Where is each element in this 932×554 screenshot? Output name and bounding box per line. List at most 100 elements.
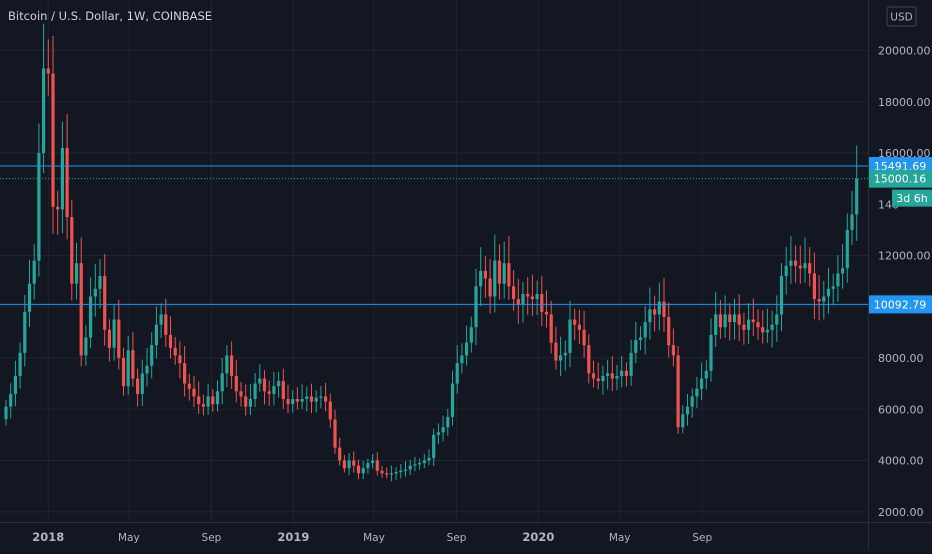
candle-body <box>220 373 224 392</box>
candle <box>164 298 168 347</box>
candle <box>371 454 375 469</box>
candle-body <box>794 260 798 266</box>
candle <box>441 415 445 442</box>
candle-body <box>394 472 398 474</box>
candle-body <box>770 324 774 330</box>
candle-body <box>695 388 699 397</box>
candle-body <box>836 273 840 287</box>
candle-body <box>32 260 36 284</box>
candle <box>338 437 342 466</box>
candle <box>615 364 619 391</box>
candle-body <box>4 406 8 420</box>
currency-button-label: USD <box>890 12 912 24</box>
candle <box>140 359 144 407</box>
candle-body <box>385 473 389 475</box>
candle-body <box>366 463 370 469</box>
candle-body <box>549 314 553 343</box>
candle-body <box>761 327 765 333</box>
candle-body <box>126 350 130 387</box>
y-tick-label: 2000.00 <box>878 506 924 519</box>
candle-body <box>225 355 229 374</box>
candle-body <box>507 263 511 287</box>
candle-body <box>845 229 849 269</box>
candle <box>319 385 323 409</box>
candle-body <box>784 265 788 276</box>
candle-body <box>9 393 13 407</box>
candle-body <box>380 470 384 474</box>
candle-body <box>305 396 309 399</box>
candle-body <box>582 329 586 346</box>
candle-body <box>291 399 295 405</box>
candle-body <box>244 396 248 407</box>
candle-body <box>446 416 450 428</box>
candle-body <box>121 358 126 387</box>
candle <box>403 461 408 477</box>
candle-body <box>187 383 191 389</box>
candle <box>587 334 591 384</box>
candle <box>103 253 107 346</box>
x-tick-label: Sep <box>692 532 712 544</box>
candle-body <box>657 301 661 315</box>
candle-body <box>309 396 314 402</box>
candle <box>601 365 605 395</box>
candle-body <box>117 319 121 358</box>
candle-body <box>258 378 262 384</box>
candle-body <box>145 365 149 374</box>
candle <box>798 245 802 284</box>
candle-body <box>798 265 802 269</box>
candle <box>281 368 285 409</box>
candle-body <box>653 309 657 315</box>
candle-body <box>474 286 478 328</box>
candle-body <box>676 355 680 428</box>
candle-body <box>234 375 238 392</box>
candle <box>530 274 534 317</box>
candle-body <box>709 334 713 371</box>
candle-body <box>629 352 633 376</box>
currency-button[interactable]: USD <box>886 6 917 27</box>
candle-body <box>267 391 271 394</box>
candle-body <box>277 381 281 387</box>
candle-body <box>568 319 572 353</box>
candle <box>671 328 675 367</box>
candle <box>596 362 600 390</box>
x-tick-label: May <box>363 532 385 544</box>
candle-body <box>295 399 299 402</box>
candle <box>756 309 760 340</box>
candle <box>399 464 403 479</box>
candle <box>516 278 520 324</box>
candle <box>277 372 281 398</box>
candle <box>479 247 483 307</box>
candle-body <box>615 375 619 379</box>
candle-body <box>272 386 276 394</box>
candle <box>361 460 365 480</box>
candle <box>389 465 393 482</box>
candle <box>65 114 69 240</box>
candle-body <box>587 345 591 374</box>
candle <box>803 237 807 283</box>
candle <box>728 303 732 341</box>
candle <box>841 244 845 289</box>
candle-body <box>107 329 111 348</box>
candle-body <box>56 206 60 210</box>
candle <box>42 23 46 174</box>
candle <box>648 287 652 340</box>
candle <box>413 456 417 472</box>
candle <box>192 376 196 408</box>
candle <box>559 336 563 376</box>
candle <box>681 404 685 434</box>
candle <box>836 255 840 302</box>
candle <box>375 452 379 476</box>
candle <box>817 275 821 321</box>
candle-body <box>808 263 812 274</box>
candle <box>154 306 158 359</box>
candle <box>643 305 647 355</box>
candle <box>272 371 276 406</box>
candle-body <box>173 347 177 356</box>
candle <box>812 252 816 320</box>
candle-body <box>371 460 375 464</box>
candle-body <box>112 319 116 348</box>
candle <box>455 345 459 394</box>
candle <box>295 387 299 410</box>
